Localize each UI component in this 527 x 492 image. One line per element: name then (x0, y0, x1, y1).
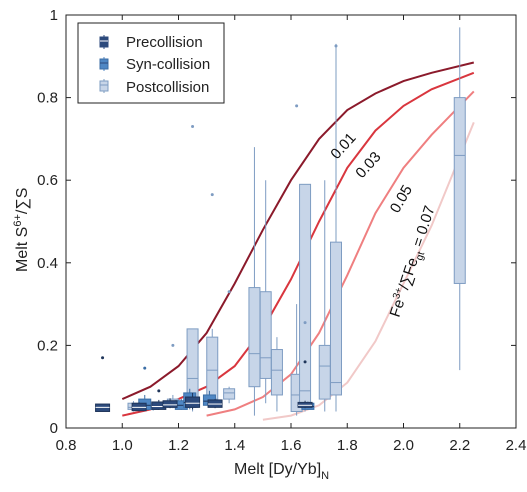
legend-label-precollision: Precollision (126, 34, 203, 51)
box-outlier (210, 193, 214, 197)
box-outlier (191, 125, 195, 129)
curve-label-fe-sup: 3+ (391, 286, 405, 300)
curve-label-fe-sub: gt (414, 250, 427, 262)
box-series (95, 27, 466, 416)
y-tick-label: 0.2 (37, 337, 58, 354)
y-axis-label-sup: 6+ (12, 214, 24, 227)
box-outlier (303, 360, 307, 364)
legend-swatch-syncollision (99, 57, 109, 71)
axis-ticks: 0.8 1.0 1.2 1.4 1.6 1.8 2.0 2.2 2.4 0 0.2 0.4 0.6 0.8… (37, 7, 526, 454)
x-tick-label: 2.4 (506, 437, 527, 454)
x-tick-label: 1.2 (168, 437, 189, 454)
box (185, 396, 201, 408)
x-tick-label: 2.2 (449, 437, 470, 454)
x-tick-label: 2.0 (393, 437, 414, 454)
box (330, 241, 342, 396)
box-outlier (157, 389, 161, 393)
x-tick-label: 1.6 (281, 437, 302, 454)
legend-label-syncollision: Syn-collision (126, 56, 210, 73)
y-tick-label: 0.4 (37, 255, 58, 272)
x-axis-label-sub: N (321, 470, 329, 482)
y-tick-label: 0.6 (37, 172, 58, 189)
y-tick-label: 0.8 (37, 90, 58, 107)
x-tick-label: 0.8 (56, 437, 77, 454)
box-outlier (171, 343, 175, 347)
box-outlier (143, 366, 147, 370)
legend-swatch-postcollision (99, 79, 109, 93)
y-axis-label-tail: /∑S (14, 188, 31, 215)
x-axis-label-main: Melt [Dy/Yb] (234, 461, 321, 478)
x-tick-label: 1.0 (112, 437, 133, 454)
box-outlier (295, 104, 299, 108)
y-tick-label: 1 (50, 7, 58, 24)
box (259, 291, 272, 379)
box-outlier (303, 321, 307, 325)
box (162, 400, 178, 408)
x-axis-label: Melt [Dy/Yb]N (234, 461, 329, 482)
curve-label-fe-base: Fe (387, 297, 409, 319)
box (223, 388, 236, 400)
box-outlier (101, 356, 105, 360)
y-tick-label: 0 (50, 420, 58, 437)
x-tick-label: 1.8 (337, 437, 358, 454)
legend: Precollision Syn-collision Postcollision (77, 22, 225, 104)
box (299, 183, 312, 408)
legend-label-postcollision: Postcollision (126, 79, 209, 96)
model-curve (121, 61, 475, 401)
box (318, 344, 331, 400)
box (453, 97, 466, 284)
box (270, 349, 283, 396)
box-outlier (227, 290, 231, 294)
y-axis-label: Melt S6+/∑S (12, 188, 31, 272)
model-curve (262, 122, 475, 421)
x-tick-label: 1.4 (224, 437, 245, 454)
box (206, 336, 219, 400)
box (248, 287, 261, 388)
y-axis-label-main: Melt S (14, 227, 31, 272)
legend-swatch-precollision (99, 35, 109, 49)
box-outlier (334, 44, 338, 48)
